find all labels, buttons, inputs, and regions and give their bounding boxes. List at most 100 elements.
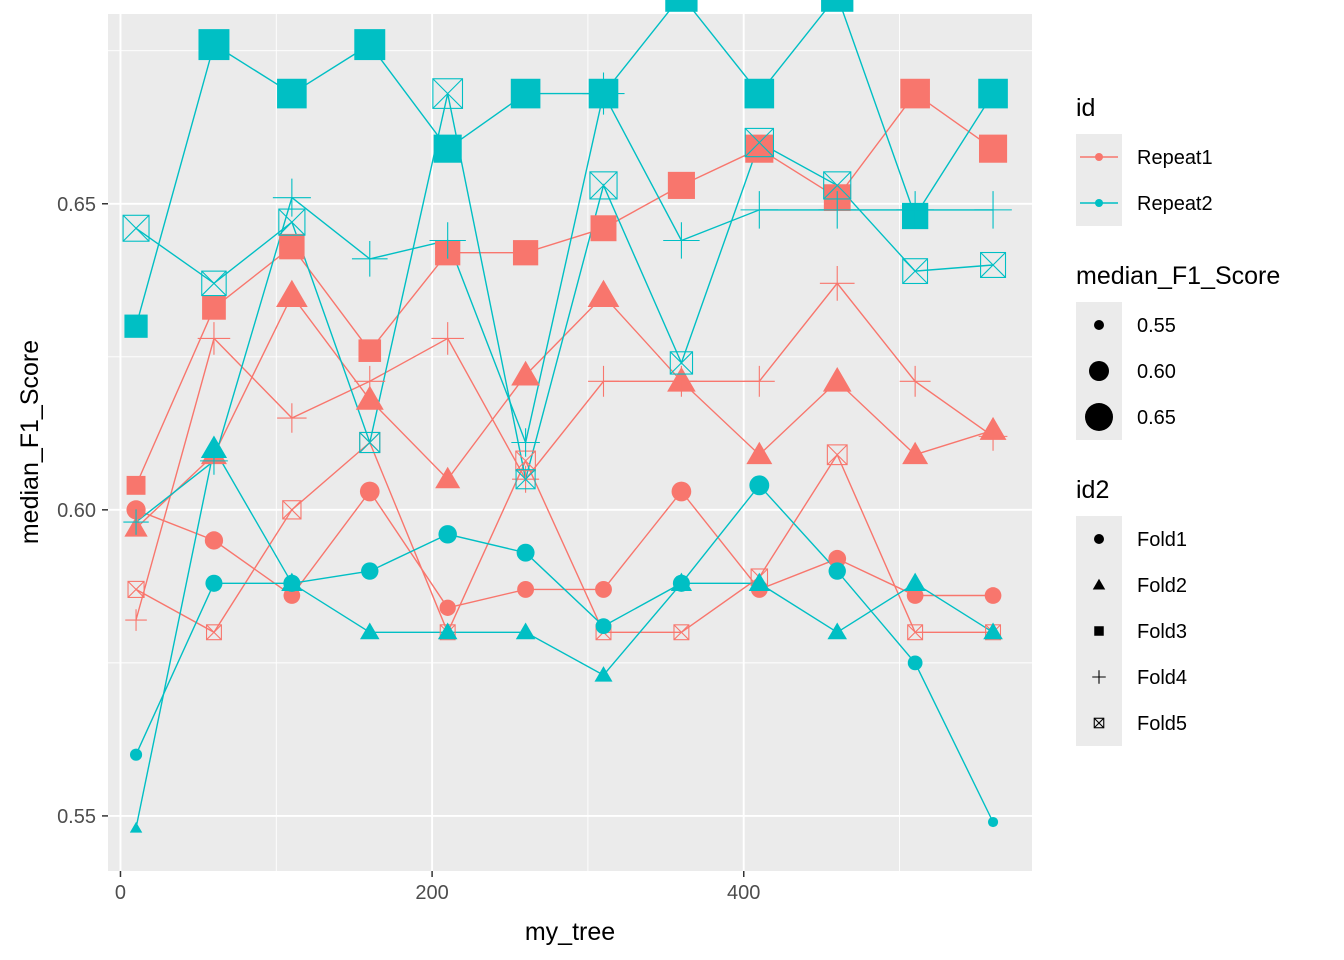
legend-label-fold1: Fold1: [1137, 529, 1187, 551]
series-line-repeat1-fold3: [135, 92, 994, 486]
data-point-repeat1-fold5: [127, 580, 145, 598]
data-point-repeat2-fold2: [983, 622, 1003, 640]
data-point-repeat1-fold2: [822, 366, 852, 392]
data-point-repeat2-fold4: [272, 178, 311, 217]
data-point-repeat2-fold1: [361, 562, 379, 580]
data-point-repeat2-fold2: [515, 622, 536, 640]
data-point-repeat1-fold4: [899, 365, 931, 397]
data-point-repeat2-fold2: [200, 435, 228, 459]
data-point-repeat1-fold3: [590, 215, 617, 242]
data-point-repeat2-fold3: [821, 0, 854, 12]
data-point-repeat1-fold3: [358, 339, 382, 362]
legend-label-0-60: 0.60: [1137, 361, 1176, 383]
legend-key-dot: [1095, 153, 1103, 161]
data-point-repeat2-fold2: [904, 572, 926, 591]
data-point-repeat2-fold1: [595, 618, 612, 635]
legends: id Repeat1 Repeat2 median_F1_Score 0.55 0.60 0…: [1076, 94, 1280, 746]
data-point-repeat2-fold2: [748, 572, 770, 591]
data-point-repeat1-fold4: [978, 422, 1008, 451]
series-line-repeat2-fold1: [135, 484, 994, 823]
data-point-repeat1-fold3: [512, 240, 539, 266]
legend-key-size-circle: [1085, 403, 1113, 431]
y-tick-label: 0.55: [57, 806, 96, 828]
data-point-repeat1-fold2: [587, 279, 620, 307]
data-point-repeat1-fold4: [819, 265, 855, 301]
data-point-repeat2-fold1: [516, 543, 535, 562]
data-point-repeat2-fold3: [277, 78, 307, 109]
series-points: [122, 0, 1012, 833]
series-line-repeat2-fold2: [135, 446, 994, 829]
data-point-repeat1-fold1: [671, 481, 692, 502]
data-point-repeat2-fold1: [828, 562, 846, 580]
data-point-repeat1-fold4: [431, 322, 464, 355]
series-line-repeat1-fold2: [135, 294, 994, 529]
data-point-repeat2-fold3: [354, 29, 386, 61]
data-point-repeat2-fold4: [200, 446, 228, 475]
data-point-repeat1-fold4: [743, 365, 775, 397]
data-point-repeat1-fold2: [746, 441, 773, 465]
grid-major: [108, 14, 1032, 871]
data-point-repeat2-fold3: [198, 29, 230, 61]
legend-label-fold4: Fold4: [1137, 667, 1187, 689]
data-point-repeat2-fold5: [432, 78, 464, 109]
data-point-repeat1-fold3: [745, 134, 774, 163]
data-point-repeat1-fold1: [204, 531, 224, 550]
data-point-repeat2-fold4: [896, 191, 934, 229]
data-point-repeat2-fold2: [670, 572, 693, 591]
data-point-repeat1-fold1: [906, 587, 924, 604]
legend-key-shape-plus: [1092, 670, 1106, 684]
data-point-repeat2-fold2: [827, 622, 848, 640]
legend-label-0-65: 0.65: [1137, 407, 1176, 429]
axes: 0 200 400 0.55 0.60 0.65: [57, 194, 760, 904]
data-point-repeat1-fold4: [665, 365, 697, 397]
data-point-repeat2-fold4: [123, 509, 149, 535]
data-point-repeat1-fold5: [673, 624, 690, 641]
y-axis-title: median_F1_Score: [16, 340, 44, 544]
legend-key-shape-square: [1094, 626, 1104, 636]
data-point-repeat2-fold5: [201, 270, 227, 297]
data-point-repeat1-fold1: [517, 580, 535, 598]
data-point-repeat1-fold4: [354, 365, 386, 397]
legend-key-dot: [1095, 199, 1103, 207]
data-point-repeat2-fold3: [744, 78, 775, 109]
data-point-repeat2-fold4: [663, 222, 700, 259]
data-point-repeat1-fold3: [279, 233, 305, 260]
data-point-repeat2-fold2: [359, 622, 380, 640]
data-point-repeat2-fold5: [902, 258, 929, 285]
legend-title-id: id: [1076, 94, 1095, 122]
data-point-repeat2-fold1: [907, 655, 923, 671]
data-point-repeat2-fold5: [823, 171, 852, 200]
series-line-repeat1-fold4: [135, 282, 994, 621]
data-point-repeat1-fold5: [826, 444, 848, 466]
data-point-repeat1-fold3: [667, 171, 695, 199]
data-point-repeat1-fold3: [900, 78, 930, 109]
data-point-repeat1-fold1: [283, 587, 301, 604]
y-tick-label: 0.65: [57, 194, 96, 216]
legend-label-fold5: Fold5: [1137, 713, 1187, 735]
data-point-repeat2-fold1: [438, 525, 457, 544]
data-point-repeat1-fold1: [359, 481, 380, 502]
data-point-repeat1-fold2: [355, 385, 384, 410]
data-point-repeat1-fold4: [277, 403, 307, 433]
data-point-repeat2-fold1: [749, 475, 770, 496]
data-point-repeat2-fold2: [281, 572, 303, 591]
data-point-repeat2-fold1: [987, 816, 999, 828]
legend-title-id2: id2: [1076, 476, 1109, 504]
data-point-repeat2-fold3: [978, 78, 1008, 109]
data-point-repeat2-fold5: [122, 214, 150, 242]
x-tick-label: 200: [415, 882, 448, 904]
data-point-repeat2-fold1: [129, 748, 143, 761]
data-point-repeat1-fold5: [282, 500, 302, 520]
data-point-repeat1-fold4: [197, 322, 231, 355]
data-point-repeat2-fold3: [124, 314, 148, 338]
legend-title-median-f1-score: median_F1_Score: [1076, 262, 1280, 290]
data-point-repeat1-fold3: [202, 295, 226, 320]
x-tick-label: 0: [115, 882, 126, 904]
data-point-repeat1-fold2: [276, 279, 308, 307]
data-point-repeat2-fold2: [594, 666, 613, 682]
legend-key-size-circle: [1089, 361, 1109, 381]
data-point-repeat2-fold3: [665, 0, 698, 12]
data-point-repeat2-fold4: [511, 428, 540, 457]
legend-key-shape-circle: [1094, 534, 1104, 544]
data-point-repeat2-fold4: [429, 222, 466, 259]
